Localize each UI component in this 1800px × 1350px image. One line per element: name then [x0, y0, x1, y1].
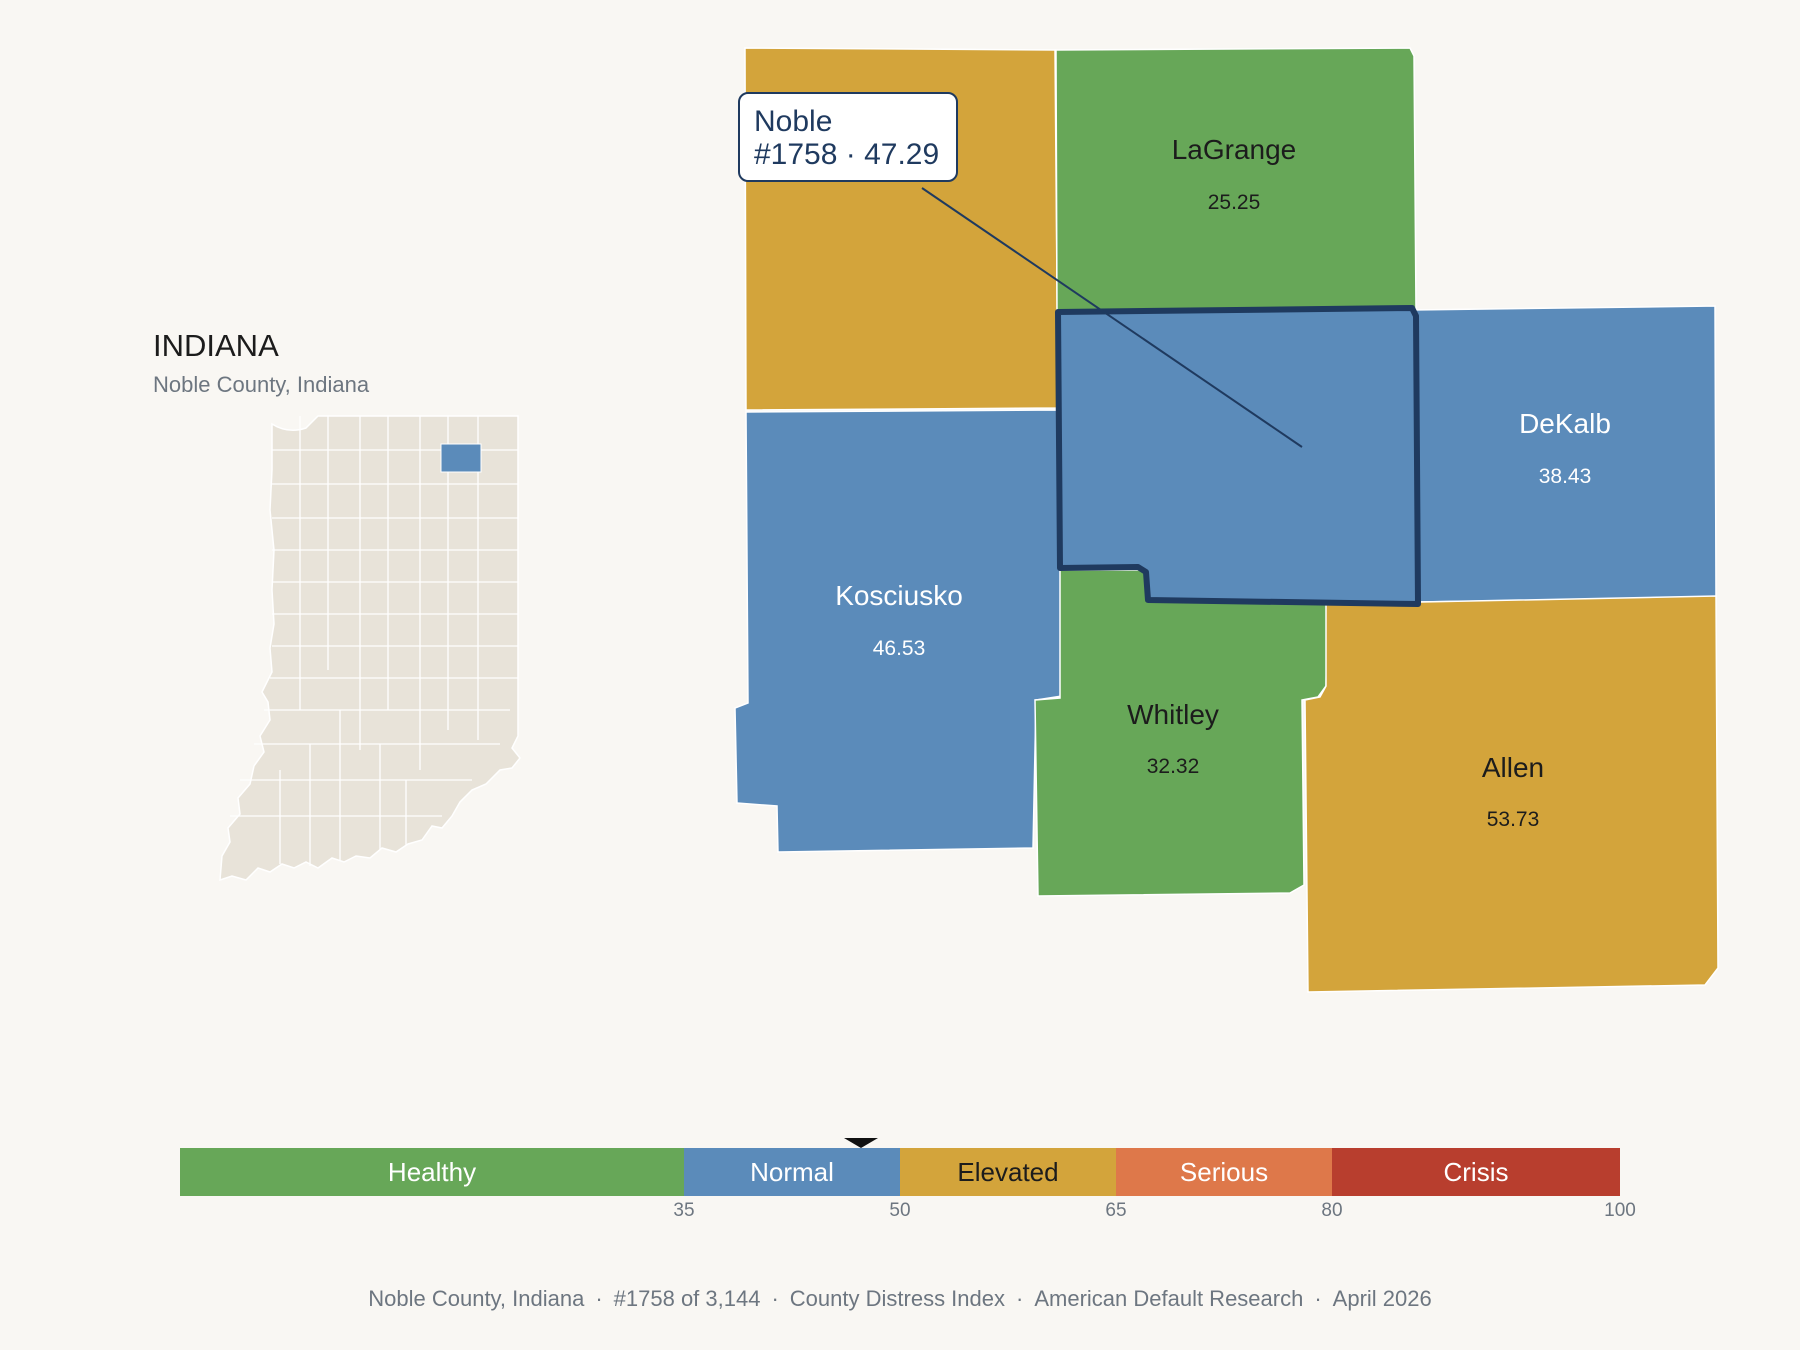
- callout-rank-value: #1758 · 47.29: [754, 138, 940, 171]
- county-allen[interactable]: [1304, 595, 1719, 993]
- scale-tick-label: 35: [673, 1200, 695, 1221]
- county-label-lagrange: LaGrange: [1172, 134, 1297, 165]
- county-label-allen: Allen: [1482, 752, 1544, 783]
- scale-tick-label: 80: [1321, 1200, 1343, 1221]
- state-locator-map: [219, 415, 521, 882]
- footer-county: Noble County, Indiana: [368, 1286, 585, 1311]
- scale-segment-normal: Normal: [684, 1148, 900, 1196]
- scale-segment-crisis: Crisis: [1332, 1148, 1620, 1196]
- locator-noble-highlight: [440, 443, 482, 473]
- county-value-allen: 53.73: [1487, 808, 1540, 831]
- footer-date: April 2026: [1332, 1286, 1432, 1311]
- county-dekalb[interactable]: [1411, 305, 1717, 603]
- callout-county-name: Noble: [754, 105, 833, 138]
- focus-county-callout: Noble #1758 · 47.29: [738, 92, 958, 182]
- county-label-dekalb: DeKalb: [1519, 408, 1611, 439]
- footer-rank: #1758 of 3,144: [613, 1286, 761, 1311]
- scale-segment-serious: Serious: [1116, 1148, 1332, 1196]
- state-title: INDIANA: [153, 328, 279, 363]
- county-lagrange[interactable]: [1055, 47, 1417, 313]
- county-label-kosciusko: Kosciusko: [835, 580, 963, 611]
- locator-county-lines: [230, 416, 518, 866]
- scale-tick-label: 100: [1604, 1200, 1636, 1221]
- county-value-kosciusko: 46.53: [873, 637, 926, 660]
- callout-leader-line: [921, 187, 1303, 448]
- state-subtitle: Noble County, Indiana: [153, 372, 370, 397]
- footer-source: American Default Research: [1034, 1286, 1304, 1311]
- county-value-whitley: 32.32: [1147, 755, 1200, 778]
- county-value-lagrange: 25.25: [1208, 191, 1261, 214]
- county-value-dekalb: 38.43: [1539, 465, 1592, 488]
- county-kosciusko[interactable]: [734, 409, 1063, 853]
- scale-tick-label: 50: [889, 1200, 911, 1221]
- county-noble[interactable]: [1055, 305, 1421, 607]
- scale-segment-elevated: Elevated: [900, 1148, 1116, 1196]
- footer-caption: Noble County, Indiana · #1758 of 3,144 · Cou…: [368, 1286, 1432, 1311]
- scale-tick-label: 65: [1105, 1200, 1127, 1221]
- indiana-state-shape: [219, 415, 521, 882]
- scale-position-marker: [843, 1138, 878, 1148]
- county-label-whitley: Whitley: [1127, 699, 1219, 730]
- footer-index: County Distress Index: [789, 1286, 1005, 1311]
- scale-segment-healthy: Healthy: [180, 1148, 684, 1196]
- county-whitley[interactable]: [1034, 569, 1329, 897]
- distress-scale-bar: Healthy Normal Elevated Serious Crisis: [180, 1148, 1620, 1196]
